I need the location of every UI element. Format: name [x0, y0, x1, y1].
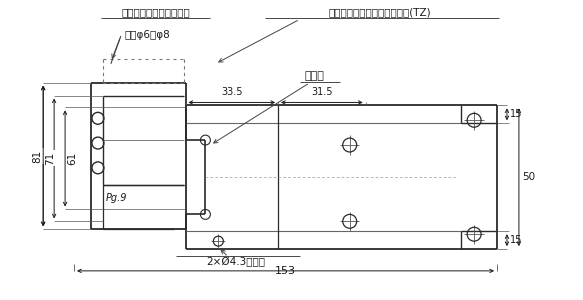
- Text: 33.5: 33.5: [221, 88, 243, 98]
- Text: 71: 71: [45, 152, 55, 165]
- Text: 15: 15: [510, 235, 522, 245]
- Text: ランプサージ電圧保護回路付(TZ): ランプサージ電圧保護回路付(TZ): [328, 7, 431, 17]
- Text: Pg.9: Pg.9: [106, 193, 128, 202]
- Text: 81: 81: [32, 149, 42, 163]
- Text: 適用キャプタイヤコード: 適用キャプタイヤコード: [121, 7, 190, 17]
- Text: 81: 81: [31, 150, 41, 162]
- Text: 15: 15: [510, 109, 522, 119]
- Text: 31.5: 31.5: [311, 88, 333, 98]
- Text: ランプ: ランプ: [305, 70, 325, 81]
- Text: 50: 50: [522, 172, 535, 182]
- Text: 2×Ø4.3取付穴: 2×Ø4.3取付穴: [206, 257, 265, 267]
- Text: 外径φ6～φ8: 外径φ6～φ8: [125, 30, 171, 40]
- Text: 153: 153: [275, 266, 296, 276]
- Text: 61: 61: [67, 152, 77, 165]
